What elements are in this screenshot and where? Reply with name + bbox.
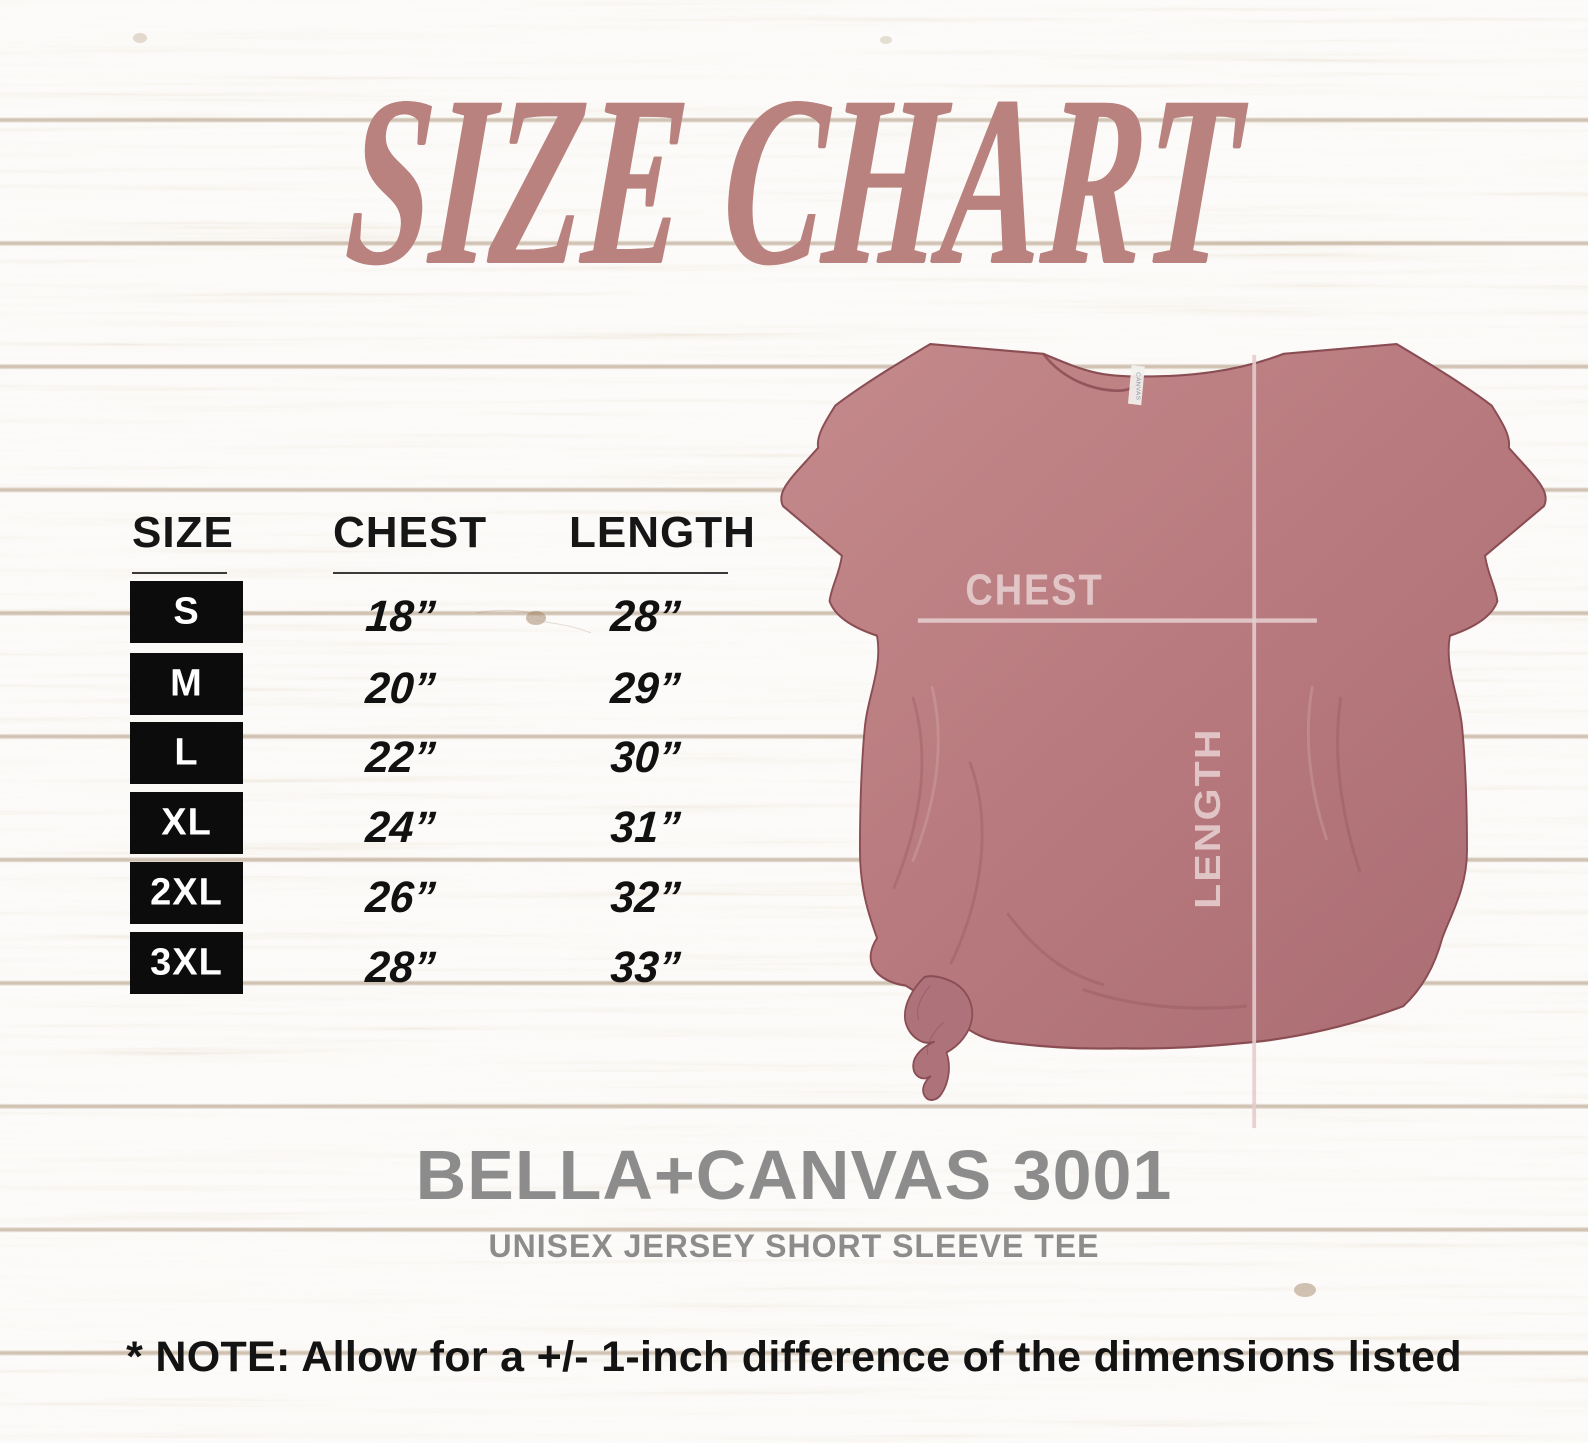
svg-text:CHEST: CHEST — [965, 565, 1103, 614]
svg-text:LENGTH: LENGTH — [1188, 727, 1228, 909]
svg-text:CANVAS: CANVAS — [1135, 372, 1142, 400]
